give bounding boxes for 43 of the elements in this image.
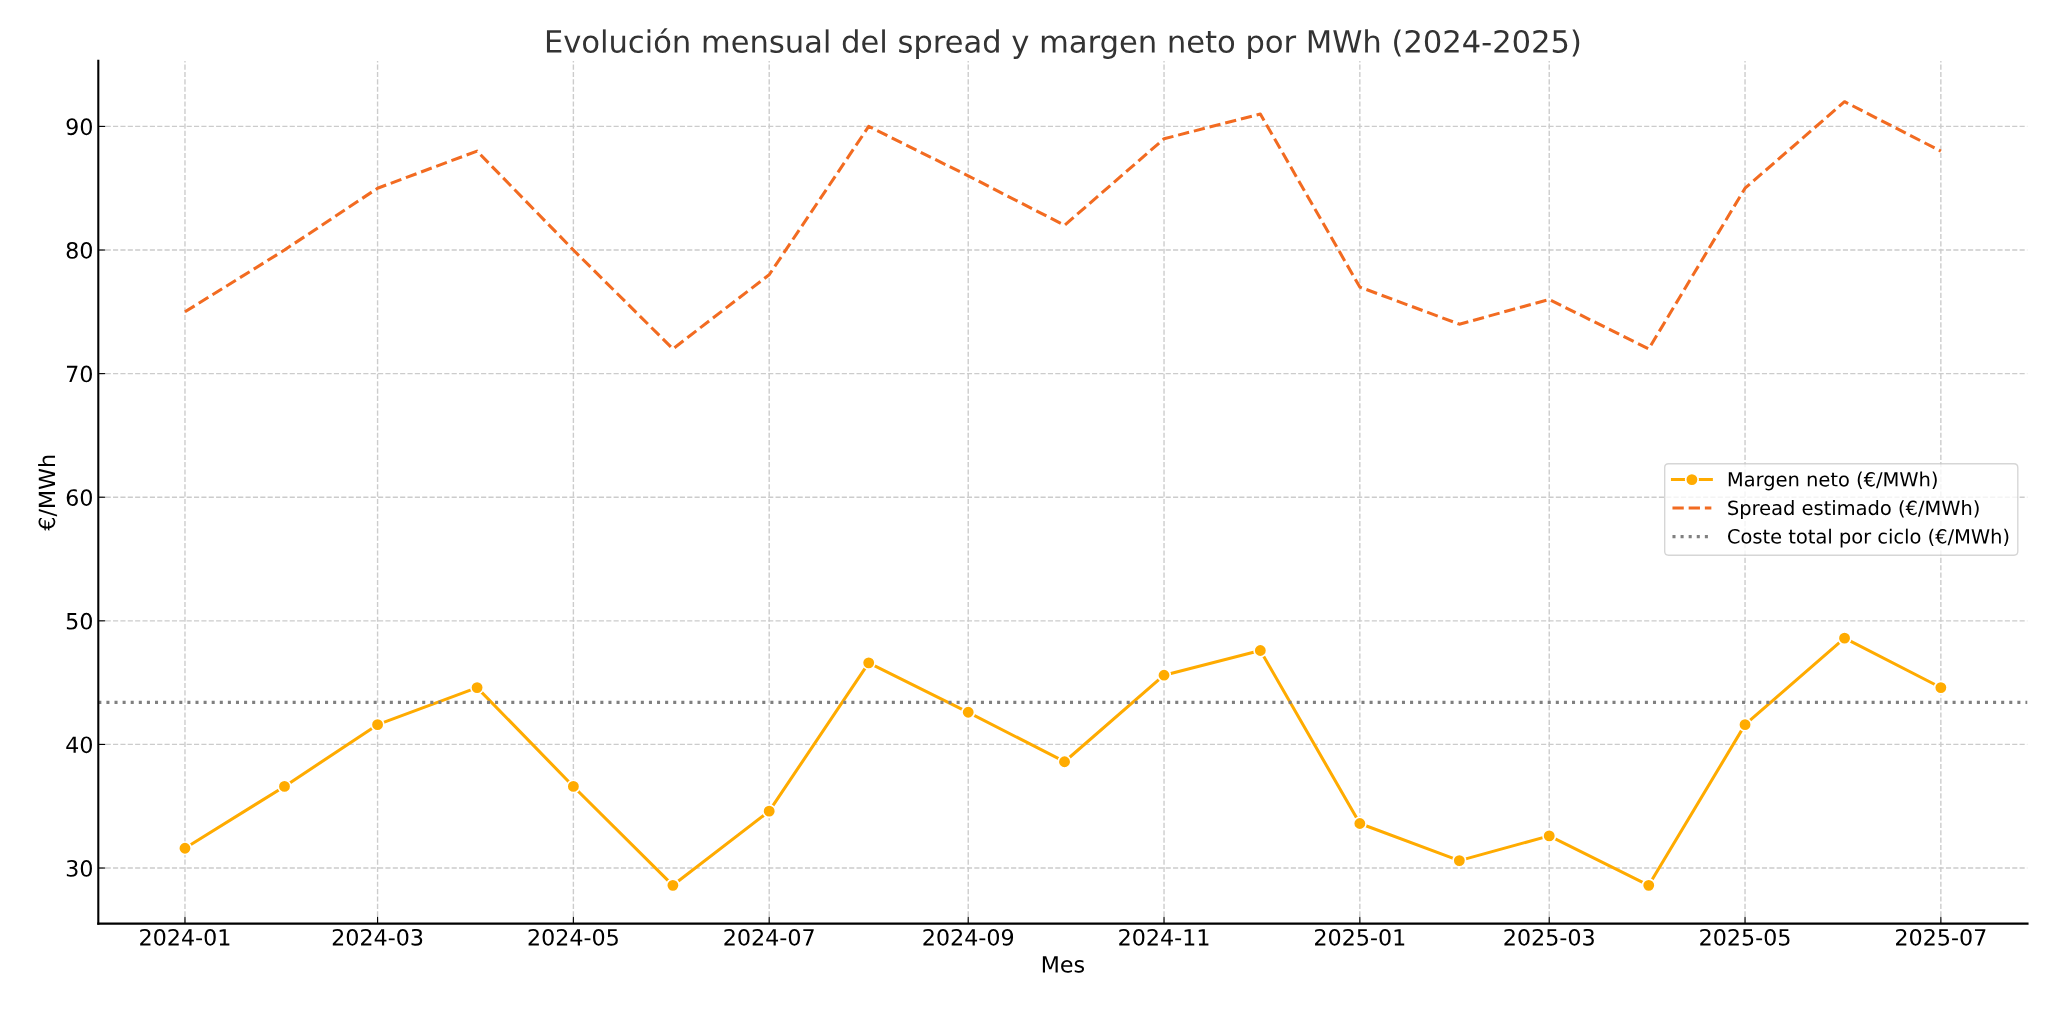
point — [1057, 754, 1072, 769]
x-tick-label: 2024-11 — [1119, 928, 1209, 946]
point — [1156, 668, 1172, 683]
x-tick-label: 2025-07 — [1896, 928, 1986, 946]
legend-label: Spread estimado (€/MWh) — [1728, 500, 1979, 519]
x-tick-label: 2024-07 — [724, 928, 814, 946]
chart-title: Evolución mensual del spread y margen neto por MWh (2024-2025) — [546, 28, 1580, 59]
point — [1837, 631, 1852, 646]
point — [1542, 828, 1557, 843]
point — [277, 779, 292, 794]
y-tick-label: 30 — [66, 859, 92, 877]
point — [861, 655, 876, 670]
point — [469, 680, 485, 695]
point — [1253, 643, 1268, 658]
point — [566, 779, 581, 794]
x-tick-label: 2025-05 — [1700, 928, 1790, 946]
y-tick-label: 50 — [66, 612, 92, 630]
point — [1452, 853, 1467, 868]
legend-label: Margen neto (€/MWh) — [1728, 471, 1937, 491]
point — [1352, 816, 1367, 831]
point — [1737, 717, 1753, 732]
y-tick-label: 70 — [66, 365, 92, 383]
y-axis-title: €/MWh — [38, 455, 58, 531]
x-tick-label: 2024-03 — [332, 928, 423, 946]
y-tick-label: 60 — [66, 489, 92, 506]
x-tick-label: 2024-05 — [528, 928, 618, 946]
point — [1641, 878, 1656, 893]
legend-label: Coste total por ciclo (€/MWh) — [1728, 528, 2009, 548]
x-tick-label: 2025-03 — [1504, 928, 1594, 946]
y-tick-label: 40 — [66, 736, 92, 754]
x-tick-label: 2024-01 — [140, 928, 230, 946]
x-tick-label: 2024-09 — [923, 928, 1014, 946]
point — [177, 841, 193, 856]
y-tick-label: 90 — [66, 118, 92, 136]
line-series — [183, 100, 1943, 351]
x-tick-label: 2025-01 — [1315, 928, 1405, 946]
point — [370, 717, 385, 732]
point — [762, 804, 777, 819]
point — [1933, 680, 1948, 695]
x-axis-title: Mes — [1042, 956, 1085, 973]
point — [665, 878, 680, 893]
point — [961, 705, 976, 720]
y-tick-label: 80 — [66, 241, 92, 259]
